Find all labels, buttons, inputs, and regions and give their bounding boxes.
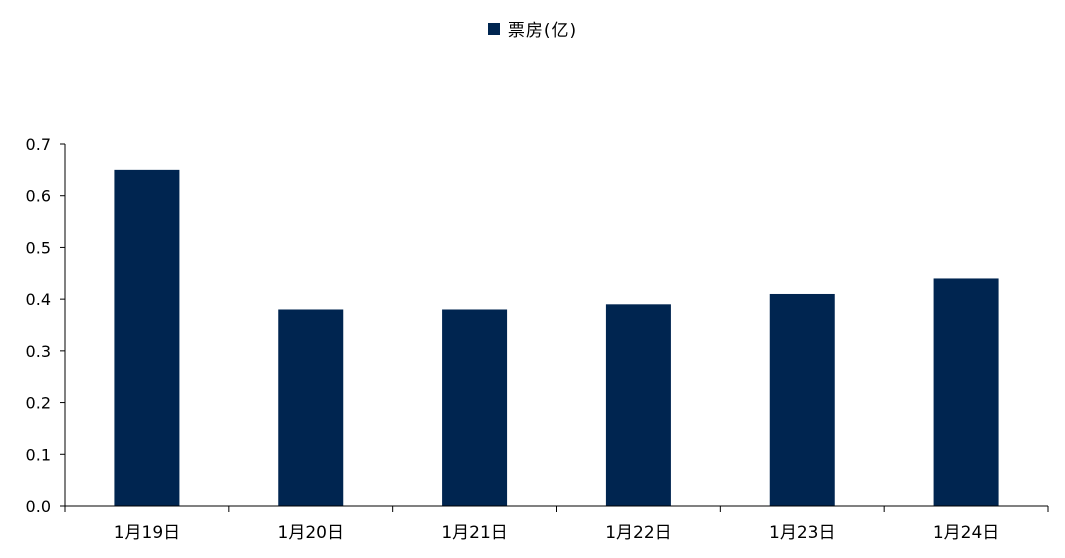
- y-tick-label: 0.7: [26, 135, 51, 154]
- y-tick-label: 0.3: [26, 342, 51, 361]
- bar-6: [933, 278, 999, 506]
- bar-1: [114, 169, 180, 506]
- y-axis-ticks: 0.0 0.1 0.2 0.3 0.4 0.5 0.6 0.7: [26, 135, 65, 516]
- x-tick-label: 1月23日: [769, 523, 835, 543]
- y-tick-label: 0.4: [26, 290, 51, 309]
- y-tick-label: 0.2: [26, 394, 51, 413]
- bar-4: [605, 304, 671, 506]
- x-tick-label: 1月22日: [605, 523, 671, 543]
- x-tick-label: 1月24日: [933, 523, 999, 543]
- y-tick-label: 0.1: [26, 445, 51, 464]
- legend-swatch: [487, 22, 500, 35]
- y-tick-label: 0.5: [26, 238, 51, 257]
- x-tick-label: 1月20日: [278, 523, 344, 543]
- legend-label: 票房(亿): [507, 21, 578, 41]
- bars: [114, 169, 999, 506]
- y-tick-label: 0.0: [26, 497, 51, 516]
- bar-2: [278, 309, 344, 506]
- y-tick-label: 0.6: [26, 187, 51, 206]
- legend: 票房(亿): [0, 16, 1065, 41]
- x-axis-ticks: 1月19日 1月20日 1月21日 1月22日 1月23日 1月24日: [64, 506, 1049, 543]
- x-tick-label: 1月19日: [114, 523, 180, 543]
- bar-5: [769, 293, 835, 506]
- bar-3: [442, 309, 508, 506]
- x-tick-label: 1月21日: [441, 523, 507, 543]
